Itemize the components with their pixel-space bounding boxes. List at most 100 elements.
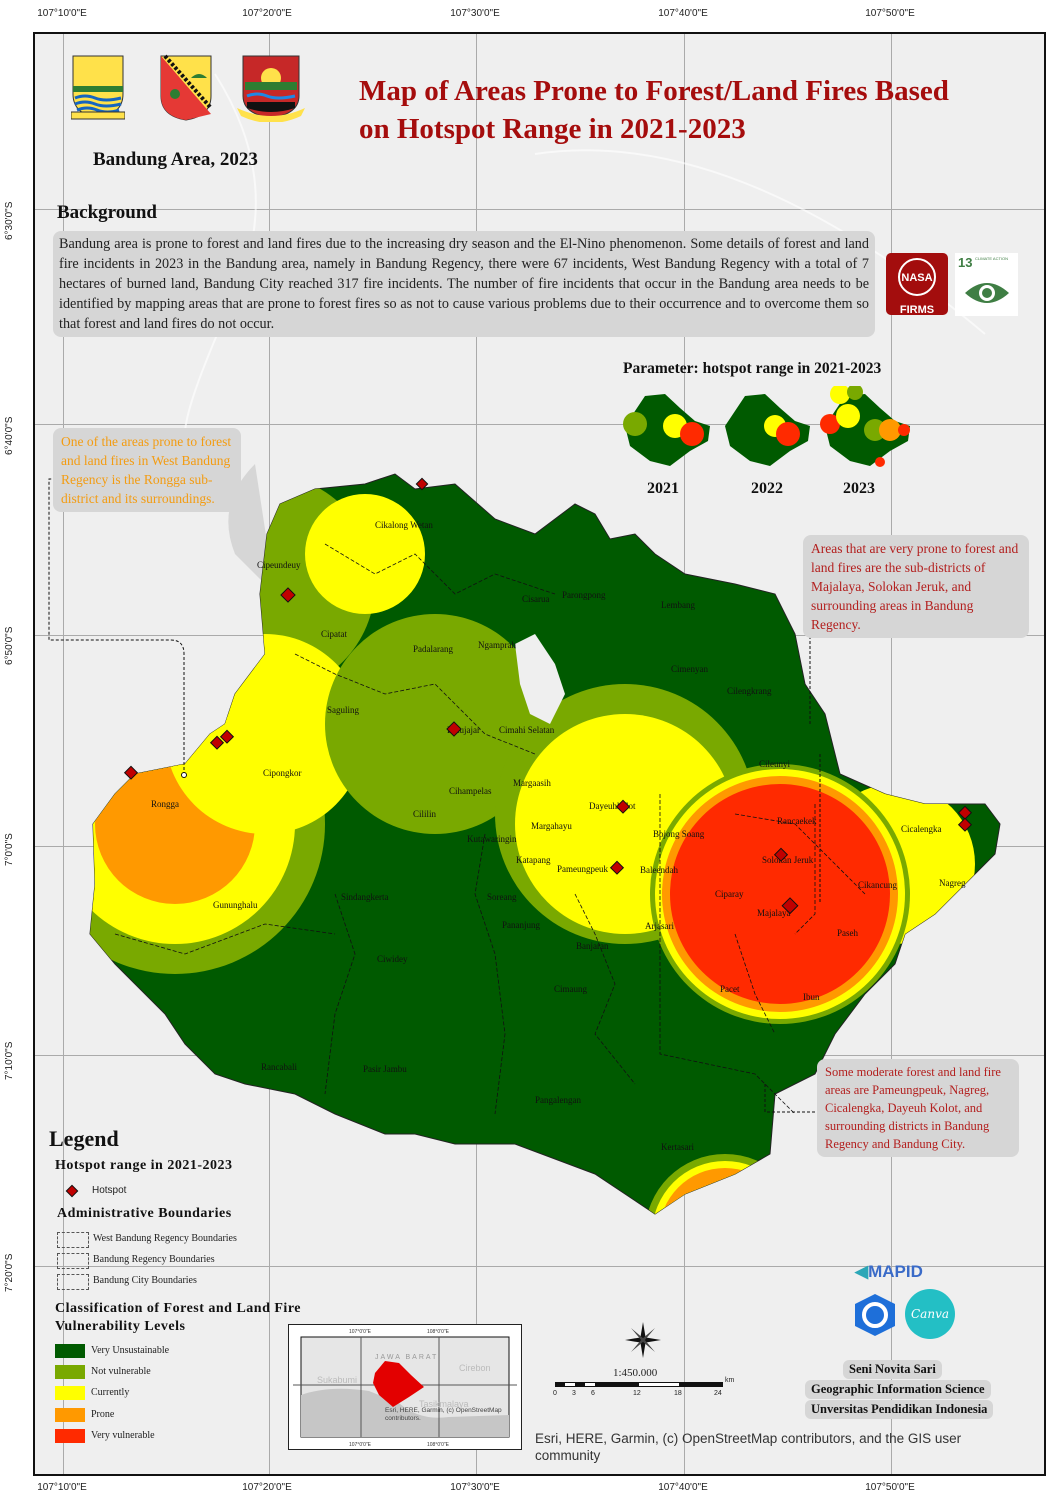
svg-text:Sukabumi: Sukabumi xyxy=(317,1375,357,1385)
swatch-prone xyxy=(55,1408,85,1422)
place-label: Cilengkrang xyxy=(727,686,772,696)
hotspot-marker xyxy=(280,587,296,603)
gridline xyxy=(35,424,1044,425)
place-label: Paseh xyxy=(837,928,858,938)
legend-class-heading: Classification of Forest and Land Fire V… xyxy=(55,1300,301,1336)
place-label: Pacet xyxy=(720,984,740,994)
scale-tick: 18 xyxy=(674,1390,682,1397)
place-label: Cimaung xyxy=(554,984,587,994)
place-label: Kutawaringin xyxy=(467,834,517,844)
eye-globe-icon xyxy=(965,283,1009,303)
nasa-meatball-icon: NASA xyxy=(898,258,936,296)
annotation-moderate: Some moderate forest and land fire areas… xyxy=(817,1059,1019,1157)
hotspot-marker xyxy=(781,897,799,915)
hotspot-marker xyxy=(209,735,225,750)
place-label: Rancabali xyxy=(261,1062,297,1072)
class-heading-line-2: Vulnerability Levels xyxy=(55,1319,186,1334)
place-label: Margahayu xyxy=(531,821,572,831)
place-label: Cikalong Wetan xyxy=(375,520,433,530)
lat-label: 7°0'0"S xyxy=(4,833,15,866)
place-label: Katapang xyxy=(516,855,551,865)
place-label: Cihampelas xyxy=(449,786,492,796)
year-label-2022: 2022 xyxy=(751,480,783,497)
map-title: Map of Areas Prone to Forest/Land Fires … xyxy=(359,72,1009,148)
university-name: Unversitas Pendidikan Indonesia xyxy=(805,1400,994,1419)
nasa-firms-logo: NASA FIRMS xyxy=(886,253,948,316)
bandung-city-emblem xyxy=(71,55,125,120)
svg-text:Cirebon: Cirebon xyxy=(459,1363,491,1373)
hotspot-marker xyxy=(219,729,235,744)
place-label: Parongpong xyxy=(562,590,606,600)
place-label: Ciwidey xyxy=(377,954,408,964)
gridline xyxy=(891,34,892,1474)
annotation-majalaya: Areas that are very prone to forest and … xyxy=(803,535,1029,638)
year-label-2021: 2021 xyxy=(647,480,679,497)
scale-tick: 24 xyxy=(714,1390,722,1397)
vulnerability-map: Cikalong Wetan Cipeundeuy Cipatat Padala… xyxy=(48,73,1001,1215)
west-bandung-regency-emblem xyxy=(237,55,305,122)
place-label: Ibun xyxy=(803,992,820,1002)
scale-ratio: 1:450.000 xyxy=(613,1367,658,1379)
annotation-rongga: One of the areas prone to forest and lan… xyxy=(53,428,241,512)
scale-tick: 3 xyxy=(572,1390,576,1397)
parameter-title: Parameter: hotspot range in 2021-2023 xyxy=(623,360,882,377)
place-label: Saguling xyxy=(327,705,360,715)
legend-admin-item: West Bandung Regency Boundaries xyxy=(93,1233,237,1244)
lon-label: 107°20'0"E xyxy=(242,8,292,19)
place-label: Pameungpeuk xyxy=(557,864,608,874)
svg-text:108°0'0"E: 108°0'0"E xyxy=(427,1442,450,1448)
west-bandung-boundary-swatch xyxy=(57,1232,89,1248)
lon-label: 107°10'0"E xyxy=(37,1482,87,1493)
place-label: Majalaya xyxy=(757,908,790,918)
class-heading-line-1: Classification of Forest and Land Fire xyxy=(55,1301,301,1316)
place-label: Banjaran xyxy=(576,941,609,951)
gridline xyxy=(35,209,1044,210)
legend-class-label: Currently xyxy=(91,1387,130,1398)
place-label: Ngamprah xyxy=(478,640,516,650)
lat-label: 6°40'0"S xyxy=(4,416,15,455)
place-label: Pangalengan xyxy=(535,1095,581,1105)
canva-label: Canva xyxy=(911,1307,949,1321)
gridline xyxy=(35,1266,1044,1267)
place-label: Cipeundeuy xyxy=(257,560,301,570)
place-label: Margaasih xyxy=(513,778,551,788)
arcgis-logo xyxy=(855,1294,895,1336)
legend-class-label: Not vulnerable xyxy=(91,1366,151,1377)
place-label: Ciparay xyxy=(715,889,744,899)
place-label: Bojong Soang xyxy=(653,829,705,839)
hotspot-marker xyxy=(609,860,625,875)
sdg-number: 13 xyxy=(958,255,973,270)
study-area-highlight xyxy=(373,1361,424,1407)
canva-logo: Canva xyxy=(905,1289,955,1339)
place-label: Pananjung xyxy=(502,920,540,930)
place-label: Dayeuhkolot xyxy=(589,801,636,811)
place-label: Gununghalu xyxy=(213,900,258,910)
place-label: Sindangkerta xyxy=(341,892,389,902)
lon-label: 107°50'0"E xyxy=(865,8,915,19)
bandung-regency-emblem xyxy=(160,54,213,121)
svg-text:NASA: NASA xyxy=(901,272,932,284)
place-label: Batujajar xyxy=(447,725,480,735)
place-label: Cimahi Selatan xyxy=(499,725,555,735)
place-label: Cipatat xyxy=(321,629,347,639)
lat-label: 6°30'0"S xyxy=(4,201,15,240)
mapid-label: MAPID xyxy=(868,1262,923,1281)
map-frame: Cikalong Wetan Cipeundeuy Cipatat Padala… xyxy=(33,32,1046,1476)
place-label: Rancaekek xyxy=(777,816,817,826)
inset-attribution: Esri, HERE, Garmin, (c) OpenStreetMap co… xyxy=(385,1407,502,1422)
mapid-logo: ◀MAPID xyxy=(855,1262,923,1282)
hotspot-marker xyxy=(773,847,789,862)
place-label: Pasir Jambu xyxy=(363,1064,407,1074)
place-label: Rongga xyxy=(151,799,179,809)
legend-admin-item: Bandung Regency Boundaries xyxy=(93,1254,215,1265)
legend-class-label: Prone xyxy=(91,1409,115,1420)
place-label: Lembang xyxy=(661,600,695,610)
scale-unit: km xyxy=(725,1377,735,1384)
place-label: Cisarua xyxy=(522,594,550,604)
place-label: Kertasari xyxy=(661,1142,694,1152)
svg-text:Tasikmalaya: Tasikmalaya xyxy=(419,1399,469,1409)
svg-text:107°0'0"E: 107°0'0"E xyxy=(349,1442,372,1448)
background-text: Bandung area is prone to forest and land… xyxy=(53,231,875,337)
basemap-attribution: Esri, HERE, Garmin, (c) OpenStreetMap co… xyxy=(535,1431,962,1463)
legend-title: Legend xyxy=(49,1126,119,1151)
